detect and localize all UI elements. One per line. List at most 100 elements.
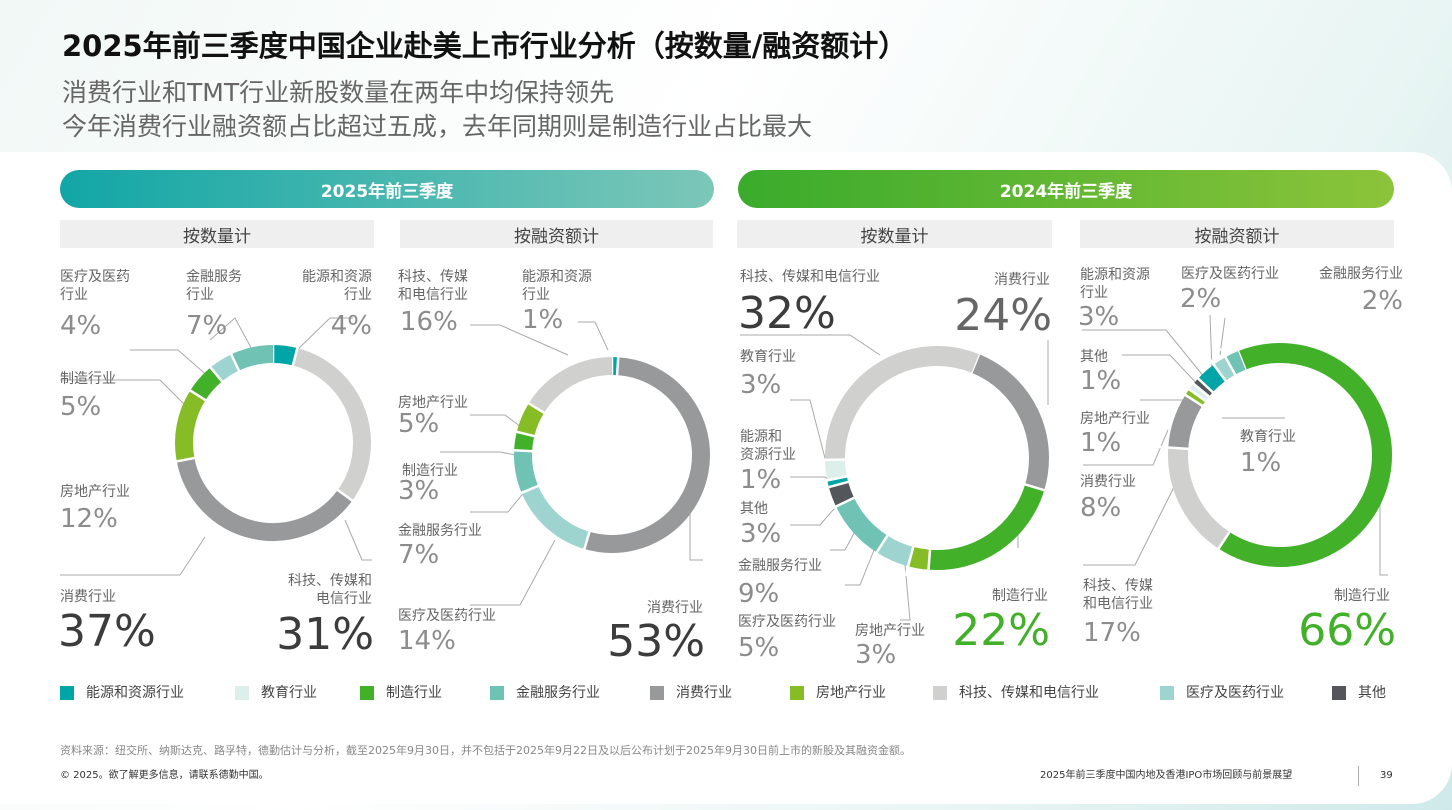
chart2-slice-gap	[512, 481, 547, 498]
legend-item-energy: 能源和资源行业	[60, 684, 184, 702]
chart1-slice-gap	[167, 455, 204, 465]
legend-swatch	[1332, 686, 1346, 700]
subtitle-1: 消费行业和TMT行业新股数量在两年中均保持领先	[62, 78, 615, 107]
c4-medical-label: 医疗及医药行业	[1181, 266, 1279, 282]
c4-medical-pct: 2%	[1180, 284, 1222, 314]
legend-label: 制造行业	[386, 685, 442, 701]
chart1-slice-consumer	[176, 457, 353, 541]
c4-energy-pct: 3%	[1078, 302, 1120, 332]
c3-education-pct: 3%	[740, 370, 782, 400]
legend-label: 医疗及医药行业	[1186, 685, 1284, 701]
legend-label: 教育行业	[261, 685, 317, 701]
legend-label: 能源和资源行业	[86, 685, 184, 701]
c4-manufacturing-label: 制造行业	[1334, 588, 1390, 604]
legend-swatch	[235, 686, 249, 700]
c4-consumer-pct: 8%	[1080, 493, 1122, 523]
c2-finance-label: 金融服务行业	[398, 523, 482, 539]
c1-energy-label: 能源和资源 行业	[302, 269, 372, 303]
legend-item-finance: 金融服务行业	[490, 684, 600, 702]
legend-swatch	[790, 686, 804, 700]
c4-consumer-label: 消费行业	[1080, 474, 1136, 490]
c1-manufacturing-pct: 5%	[60, 392, 102, 422]
legend-swatch	[60, 686, 74, 700]
legend-label: 消费行业	[676, 685, 732, 701]
chart3-slice-gap	[817, 473, 857, 484]
c1-medical-label: 医疗及医药 行业	[60, 269, 130, 303]
c1-manufacturing-label: 制造行业	[60, 371, 116, 387]
c1-consumer-pct: 37%	[58, 606, 156, 657]
legend-item-realestate: 房地产行业	[790, 684, 886, 702]
chart2-slice-manufacturing	[514, 431, 535, 452]
chart2-slice-gap	[507, 428, 544, 440]
legend-swatch	[650, 686, 664, 700]
chart2-slice-finance	[514, 450, 539, 493]
legend-item-consumer: 消费行业	[650, 684, 732, 702]
banner-2024: 2024年前三季度	[738, 170, 1394, 208]
c2-consumer-label: 消费行业	[647, 600, 703, 616]
chart2-slice-gap	[520, 397, 553, 419]
chart4-slice-gap	[1189, 370, 1221, 400]
legend-item-manufacturing: 制造行业	[360, 684, 442, 702]
subtitle-2: 今年消费行业融资额占比超过五成，去年同期则是制造行业占比最大	[62, 112, 813, 141]
c3-energy-pct: 1%	[740, 465, 782, 495]
chart4-slice-gap	[1176, 388, 1212, 413]
c3-tmt-label: 科技、传媒和电信行业	[740, 269, 880, 285]
header-2025-count: 按数量计	[60, 220, 374, 248]
chart4-slice-gap	[1180, 382, 1215, 408]
chart4-slice-gap	[1212, 522, 1237, 558]
banner-2025: 2025年前三季度	[60, 170, 714, 208]
chart3-slice-gap	[1015, 480, 1055, 495]
c1-finance-label: 金融服务 行业	[186, 269, 242, 303]
c4-tmt-pct: 17%	[1083, 618, 1141, 648]
legend-label: 其他	[1358, 685, 1386, 701]
chart1-slice-gap	[203, 359, 229, 390]
c2-tmt-pct: 16%	[400, 307, 458, 337]
c3-manufacturing-pct: 22%	[952, 605, 1050, 656]
c1-realestate-pct: 12%	[60, 504, 118, 534]
c3-other-pct: 3%	[740, 519, 782, 549]
c3-finance-pct: 9%	[738, 579, 780, 609]
legend-item-other: 其他	[1332, 684, 1386, 702]
copyright: © 2025。欲了解更多信息，请联系德勤中国。	[60, 770, 269, 781]
chart2-slice-tmt	[528, 357, 613, 414]
chart4-slice-gap	[1185, 376, 1218, 404]
c3-consumer-label: 消费行业	[994, 272, 1050, 288]
chart1-slice-gap	[329, 483, 361, 507]
c1-tmt-pct: 31%	[276, 609, 374, 660]
chart4-slice-medical	[1213, 357, 1236, 381]
chart3-slice-gap	[818, 478, 859, 491]
chart1-slice-energy	[272, 345, 298, 366]
c3-realestate-pct: 3%	[855, 640, 897, 670]
c2-manufacturing-label: 制造行业	[402, 463, 458, 479]
legend-swatch	[360, 686, 374, 700]
chart1-slice-gap	[181, 384, 214, 407]
header-2024-count: 按数量计	[737, 220, 1052, 248]
footer-divider	[1358, 766, 1359, 786]
chart4-slice-gap	[1206, 355, 1233, 390]
c4-manufacturing-pct: 66%	[1298, 605, 1396, 656]
c2-tmt-label: 科技、传媒 和电信行业	[398, 269, 468, 303]
c2-energy-label: 能源和资源 行业	[522, 269, 592, 303]
c3-education-label: 教育行业	[740, 349, 796, 365]
page-title: 2025年前三季度中国企业赴美上市行业分析（按数量/融资额计）	[62, 29, 908, 63]
chart2-slice-gap	[505, 448, 542, 453]
report-name: 2025年前三季度中国内地及香港IPO市场回顾与前景展望	[1040, 770, 1293, 781]
c3-medical-label: 医疗及医药行业	[738, 614, 836, 630]
legend-label: 金融服务行业	[516, 685, 600, 701]
chart3-slice-consumer	[971, 354, 1049, 491]
c2-finance-pct: 7%	[398, 540, 440, 570]
c2-energy-pct: 1%	[522, 305, 564, 335]
chart3-slice-realestate	[908, 546, 931, 570]
c3-energy-label: 能源和 资源行业	[740, 429, 796, 463]
chart1-slice-finance	[231, 345, 274, 371]
page-number: 39	[1380, 770, 1393, 781]
legend-item-tmt: 科技、传媒和电信行业	[933, 684, 1099, 702]
c2-medical-pct: 14%	[398, 626, 456, 656]
legend-swatch	[933, 686, 947, 700]
c4-finance-label: 金融服务行业	[1319, 266, 1403, 282]
chart4-slice-tmt	[1168, 447, 1230, 549]
chart1-slice-gap	[289, 339, 301, 375]
c1-finance-pct: 7%	[186, 311, 228, 341]
chart4-slice-manufacturing	[1218, 343, 1392, 567]
